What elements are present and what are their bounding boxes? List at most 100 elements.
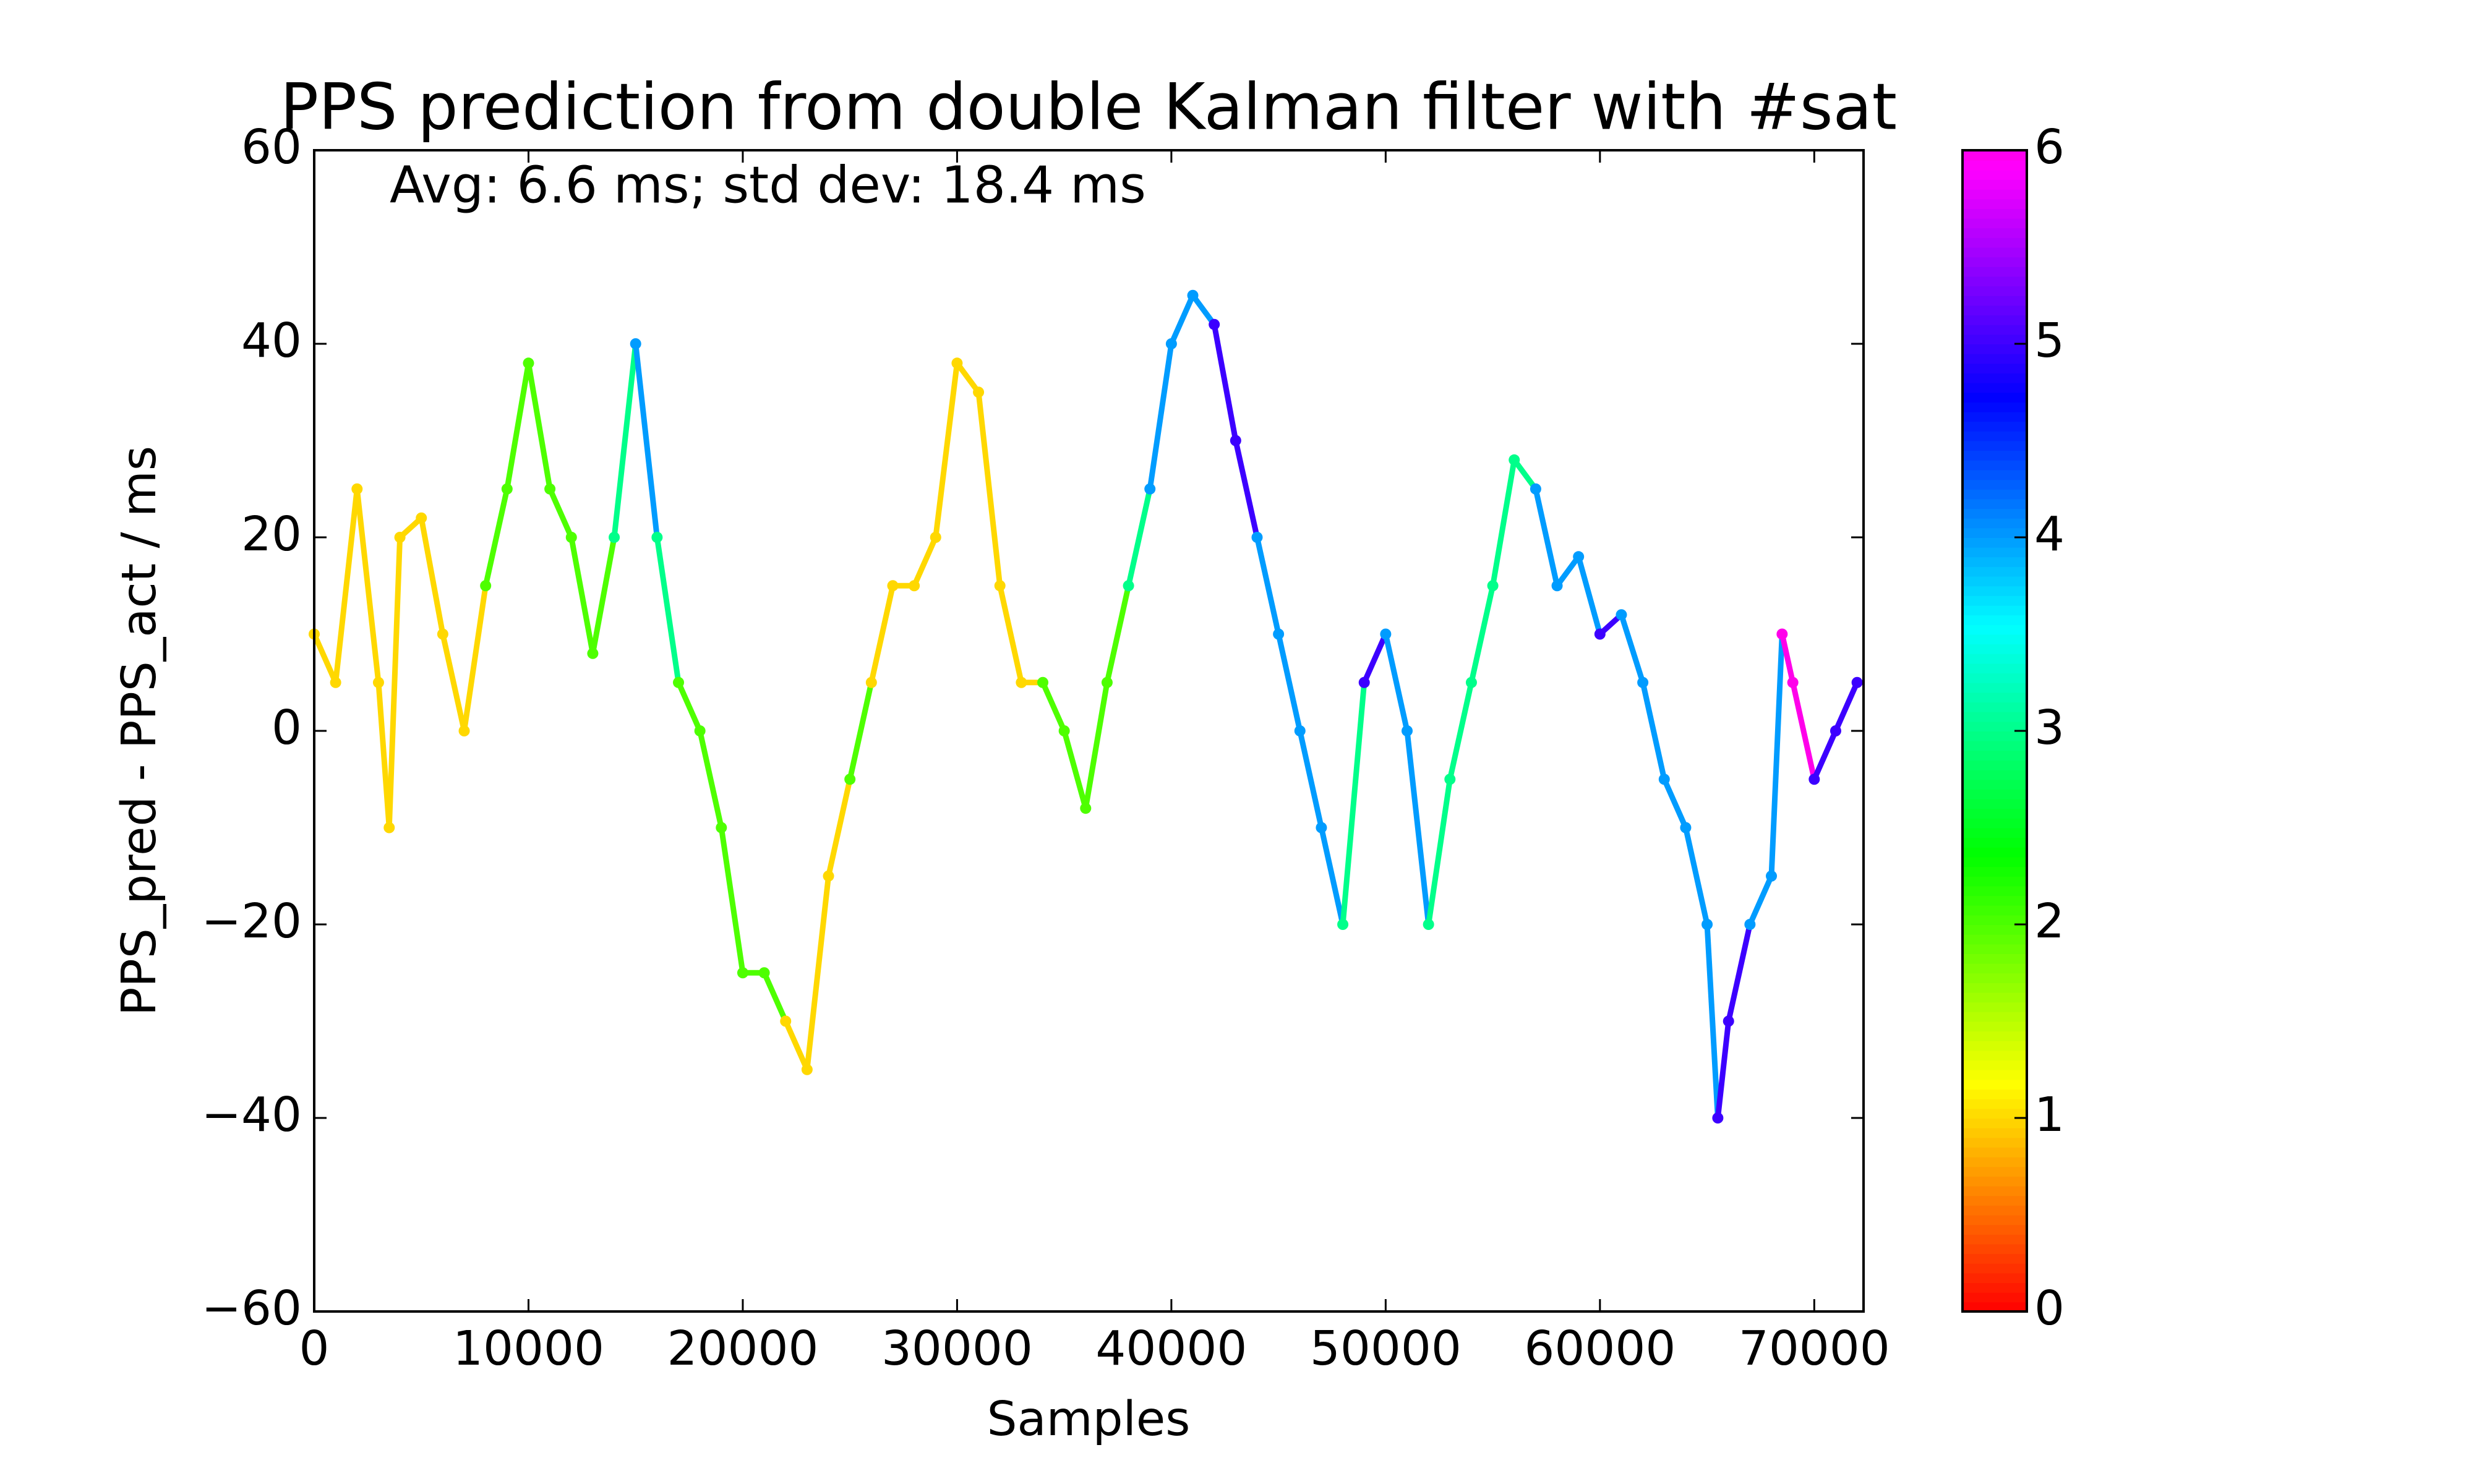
annotation: Avg: 6.6 ms; std dev: 18.4 ms: [390, 156, 1146, 215]
point: [930, 532, 941, 543]
colorbar-swatch: [1963, 1040, 2027, 1051]
y-tick-label: 20: [241, 507, 302, 562]
segment: [1640, 681, 1667, 780]
point: [973, 386, 985, 398]
colorbar-swatch: [1963, 382, 2027, 393]
colorbar-swatch: [1963, 953, 2027, 964]
colorbar-swatch: [1963, 711, 2027, 722]
point: [1080, 803, 1092, 814]
colorbar-swatch: [1963, 973, 2027, 983]
colorbar-swatch: [1963, 982, 2027, 993]
segment: [1147, 343, 1175, 490]
colorbar-swatch: [1963, 488, 2027, 500]
segment: [386, 537, 403, 828]
colorbar-tick-label: 6: [2034, 120, 2065, 175]
point: [1101, 676, 1113, 688]
point: [994, 580, 1006, 592]
segment: [526, 362, 553, 490]
point: [1251, 532, 1263, 543]
point: [587, 647, 599, 659]
colorbar-swatch: [1963, 1156, 2027, 1167]
segment: [1779, 633, 1796, 683]
point: [844, 774, 856, 785]
x-tick-label: 30000: [881, 1321, 1033, 1376]
colorbar-swatch: [1963, 992, 2027, 1003]
colorbar-swatch: [1963, 634, 2027, 645]
colorbar-swatch: [1963, 276, 2027, 287]
colorbar-swatch: [1963, 769, 2027, 780]
plot-frame: [313, 149, 1865, 1313]
segment: [1812, 730, 1839, 781]
segment: [1126, 488, 1153, 587]
colorbar-swatch: [1963, 1214, 2027, 1226]
segment: [1082, 681, 1110, 809]
point: [1658, 774, 1670, 785]
point: [1380, 628, 1392, 640]
point: [1830, 725, 1841, 736]
point: [1851, 676, 1863, 688]
colorbar-swatch: [1963, 944, 2027, 954]
colorbar-swatch: [1963, 430, 2027, 441]
segment: [1340, 682, 1368, 925]
colorbar-swatch: [1963, 1079, 2027, 1090]
segment: [1190, 294, 1217, 326]
colorbar-swatch: [1963, 1060, 2027, 1070]
colorbar-swatch: [1963, 498, 2027, 510]
y-tick-label: 40: [241, 313, 302, 369]
colorbar-swatch: [1963, 817, 2027, 829]
colorbar-swatch: [1963, 963, 2027, 974]
colorbar-swatch: [1963, 856, 2027, 868]
y-axis-label: PPS_pred - PPS_act / ms: [112, 446, 167, 1016]
segment: [826, 778, 853, 877]
point: [351, 483, 363, 495]
colorbar-swatch: [1963, 1302, 2027, 1312]
point: [458, 725, 470, 736]
colorbar-swatch: [1963, 228, 2027, 238]
colorbar-swatch: [1963, 798, 2027, 809]
x-tick-label: 0: [299, 1321, 330, 1376]
point: [716, 822, 727, 834]
colorbar-swatch: [1963, 644, 2027, 654]
point: [1165, 338, 1177, 349]
segment: [1490, 459, 1517, 587]
point: [737, 967, 748, 979]
point: [1723, 1015, 1734, 1027]
colorbar-swatch: [1963, 1098, 2027, 1109]
colorbar-swatch: [1963, 411, 2027, 422]
point: [780, 1015, 792, 1027]
colorbar-swatch: [1963, 1089, 2027, 1099]
colorbar-swatch: [1963, 556, 2027, 567]
segment: [1554, 555, 1581, 587]
segment: [1404, 730, 1432, 925]
colorbar-swatch: [1963, 257, 2027, 267]
point: [1209, 318, 1220, 330]
chart-title: PPS prediction from double Kalman filter…: [280, 70, 1897, 144]
point: [1744, 919, 1756, 930]
segment: [333, 488, 360, 683]
x-tick-label: 20000: [667, 1321, 818, 1376]
colorbar-swatch: [1963, 1253, 2027, 1264]
point: [1444, 774, 1456, 785]
segment: [1512, 458, 1538, 491]
colorbar-swatch: [1963, 344, 2027, 354]
colorbar-swatch: [1963, 150, 2027, 161]
segment: [1704, 924, 1721, 1119]
point: [887, 580, 899, 592]
x-tick-label: 60000: [1524, 1321, 1676, 1376]
colorbar-swatch: [1963, 663, 2027, 674]
point: [1776, 628, 1788, 640]
segment: [1619, 613, 1646, 684]
point: [1316, 822, 1327, 834]
colorbar-swatch: [1963, 924, 2027, 935]
colorbar-swatch: [1963, 547, 2027, 558]
colorbar-swatch: [1963, 218, 2027, 229]
colorbar-swatch: [1963, 508, 2027, 519]
colorbar-swatch: [1963, 440, 2027, 451]
segment: [1361, 633, 1389, 684]
segment: [1104, 585, 1131, 683]
y-tick-label: 0: [272, 701, 302, 756]
point: [651, 532, 663, 543]
segment: [654, 537, 682, 683]
colorbar-swatch: [1963, 866, 2027, 877]
point: [673, 676, 685, 688]
